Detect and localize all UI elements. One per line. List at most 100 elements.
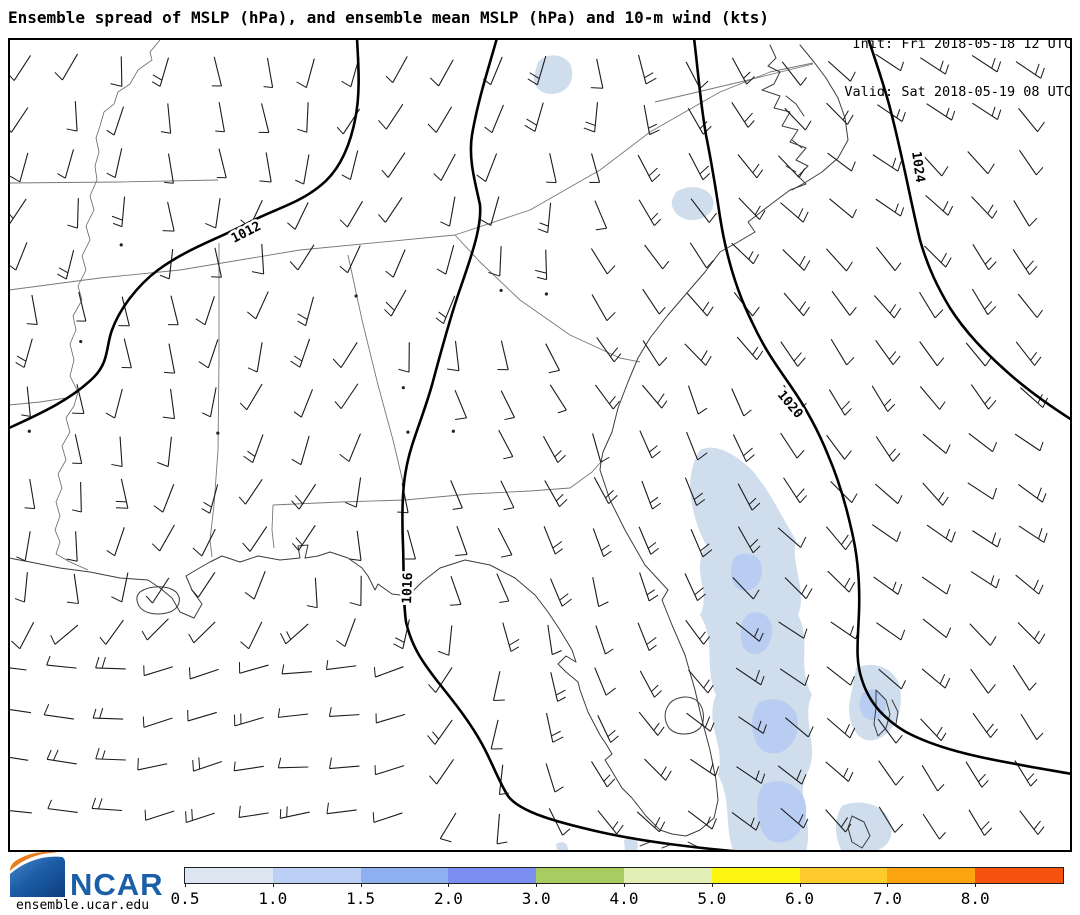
wind-barb-stroke [840,817,849,828]
wind-barb-stroke [259,180,272,183]
wind-barb-stroke [984,827,993,836]
wind-barb-stroke [498,429,514,457]
wind-barb-stroke [9,175,21,183]
wind-barb-stroke [349,150,359,180]
wind-barb-stroke [46,664,77,669]
wind-barb-stroke [1012,249,1031,275]
wind-barb-stroke [991,532,997,544]
wind-barb-stroke [895,775,904,786]
wind-barb-stroke [705,355,712,366]
wind-barb-stroke [110,83,122,87]
wind-barb-stroke [240,641,250,650]
wind-barb-stroke [440,221,450,227]
wind-barb-stroke [255,291,269,320]
wind-barb-stroke [296,81,307,89]
wind-barb-stroke [247,450,256,457]
wind-barb-stroke [900,680,907,690]
wind-barb-stroke [395,637,405,643]
wind-barb-stroke [735,622,760,642]
wind-barb-stroke [500,480,515,508]
geography [9,39,899,849]
wind-barb-stroke [435,317,444,324]
wind-barb-stroke [529,72,540,79]
colorbar-segment [887,868,976,883]
wind-barb-stroke [921,668,946,689]
wind-barb-stroke [755,770,760,780]
wind-barb-stroke [545,343,560,371]
wind-barb-stroke [703,636,711,645]
wind-barb-stroke [996,61,1002,73]
wind-barb-stroke [945,444,951,454]
wind-barb-stroke [50,634,56,645]
wind-barb-stroke [986,723,994,733]
wind-barb-stroke [888,448,897,457]
wind-barb-stroke [490,196,500,226]
wind-barb-stroke [376,713,406,724]
wind-barb-stroke [547,202,552,233]
wind-barb-stroke [455,553,468,556]
wind-barb-stroke [239,664,269,674]
wind-barb-stroke [651,173,661,182]
wind-barb-stroke [442,295,456,324]
wind-barb-stroke [1037,121,1045,132]
wind-barb-stroke [1033,820,1041,830]
wind-barb-stroke [552,540,563,549]
wind-barb-stroke [392,249,406,278]
wind-barb-stroke [756,350,764,361]
contour-1024 [866,39,1071,421]
wind-barb-stroke [873,576,899,595]
wind-barb-stroke [281,664,285,675]
wind-barb-stroke [277,757,282,768]
wind-barb-stroke [191,808,193,821]
wind-barb-stroke [991,210,998,219]
wind-barb-stroke [252,434,264,463]
wind-barb-stroke [756,169,764,179]
wind-barb-stroke [653,722,660,731]
wind-barb-stroke [438,59,454,87]
wind-barb-stroke [1019,387,1044,408]
wind-barb-stroke [261,103,270,133]
wind-barb-stroke [648,167,658,177]
wind-barbs-layer [9,53,1049,845]
wind-barb-stroke [15,242,28,271]
calm-wind-dot [119,243,123,247]
wind-barb-stroke [971,196,993,219]
wind-barb-stroke [43,703,50,716]
wind-barb-stroke [76,198,79,229]
wind-barb-stroke [167,103,172,134]
wind-barb-stroke [595,625,606,655]
wind-barb-stroke [545,712,554,743]
wind-barb-stroke [536,55,547,85]
wind-barb-stroke [875,339,894,365]
wind-barb-stroke [435,106,453,133]
wind-barb-stroke [849,727,856,739]
wind-barb-stroke [851,161,856,172]
colorbar-segment [975,868,1063,883]
wind-barb-stroke [1036,732,1044,740]
wind-barb-stroke [736,766,762,784]
wind-barb-stroke [877,104,903,122]
wind-barb-stroke [970,571,997,589]
wind-barb-stroke [844,723,850,734]
wind-barb-stroke [757,720,762,730]
wind-barb-stroke [279,632,287,645]
wind-barb-stroke [938,492,945,501]
wind-barb-stroke [945,627,952,638]
wind-barb-stroke [349,558,362,562]
wind-barb-stroke [783,477,801,504]
wind-barb-stroke [804,674,810,686]
wind-barb-stroke [873,295,895,319]
wind-barb-stroke [1038,584,1044,595]
wind-barb-stroke [170,295,179,325]
wind-barb-stroke [1034,356,1042,366]
wind-barb-stroke [945,257,952,268]
wind-barb-stroke [247,367,258,373]
wind-barb-stroke [188,667,191,679]
wind-barb-stroke [550,578,563,607]
wind-barb-stroke [1012,664,1030,691]
wind-barb-stroke [295,537,303,546]
wind-barb-stroke [965,761,983,788]
colorbar-segment [536,868,624,883]
wind-barb-stroke [218,102,225,132]
state-border-al-ga [347,254,406,501]
